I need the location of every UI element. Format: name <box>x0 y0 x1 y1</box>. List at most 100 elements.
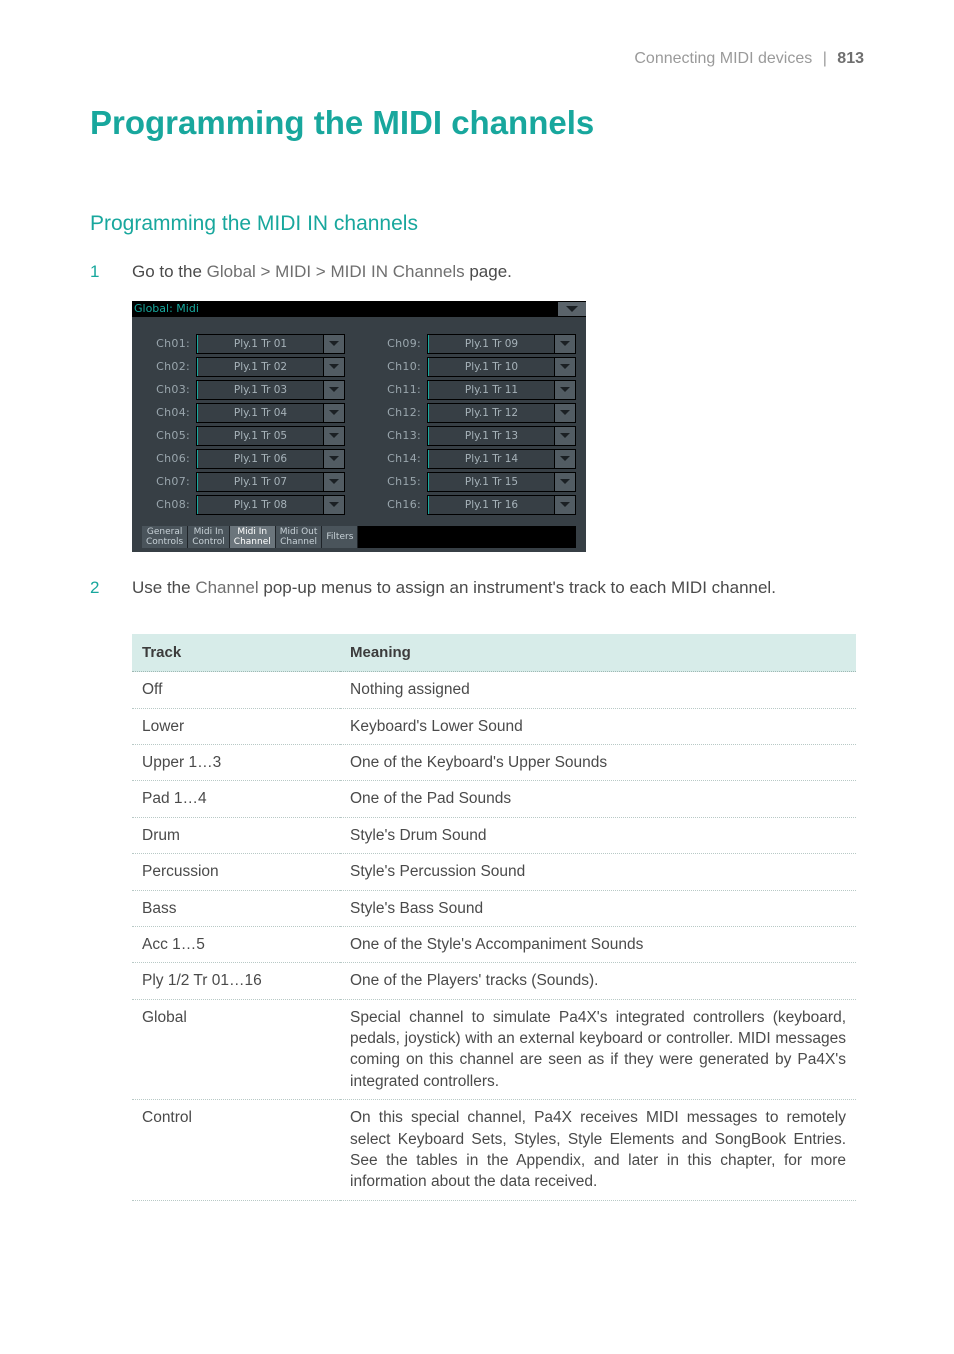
table-cell-track: Acc 1…5 <box>132 926 340 962</box>
chevron-down-icon <box>329 479 339 484</box>
channel-dropdown[interactable]: Ply.1 Tr 15 <box>427 472 576 492</box>
channel-label: Ch12: <box>373 406 427 419</box>
channel-label: Ch11: <box>373 383 427 396</box>
device-tabs-spacer <box>358 526 576 548</box>
table-row: Acc 1…5One of the Style's Accompaniment … <box>132 926 856 962</box>
channel-row: Ch10:Ply.1 Tr 10 <box>373 358 576 376</box>
running-head-section: Connecting MIDI devices <box>634 50 812 67</box>
channel-dropdown-button[interactable] <box>323 427 344 445</box>
device-title: Global: Midi <box>134 302 199 315</box>
channel-row: Ch15:Ply.1 Tr 15 <box>373 473 576 491</box>
channel-dropdown-button[interactable] <box>554 335 575 353</box>
table-row: LowerKeyboard's Lower Sound <box>132 708 856 744</box>
table-cell-meaning: One of the Players' tracks (Sounds). <box>340 963 856 999</box>
table-head-track: Track <box>132 634 340 672</box>
channel-row: Ch09:Ply.1 Tr 09 <box>373 335 576 353</box>
channel-dropdown-button[interactable] <box>554 381 575 399</box>
table-row: PercussionStyle's Percussion Sound <box>132 854 856 890</box>
channel-dropdown[interactable]: Ply.1 Tr 12 <box>427 403 576 423</box>
channel-dropdown[interactable]: Ply.1 Tr 14 <box>427 449 576 469</box>
channel-value: Ply.1 Tr 05 <box>198 427 323 445</box>
table-cell-meaning: Keyboard's Lower Sound <box>340 708 856 744</box>
device-tab[interactable]: Filters <box>322 526 358 548</box>
channel-dropdown-button[interactable] <box>554 473 575 491</box>
channel-value: Ply.1 Tr 01 <box>198 335 323 353</box>
step-1-post: page. <box>465 262 512 281</box>
table-cell-meaning: On this special channel, Pa4X receives M… <box>340 1100 856 1201</box>
table-cell-track: Global <box>132 999 340 1100</box>
device-tab[interactable]: Midi Out Channel <box>276 526 323 548</box>
channel-value: Ply.1 Tr 14 <box>429 450 554 468</box>
channel-dropdown[interactable]: Ply.1 Tr 11 <box>427 380 576 400</box>
channel-dropdown[interactable]: Ply.1 Tr 13 <box>427 426 576 446</box>
channel-dropdown-button[interactable] <box>554 427 575 445</box>
channel-label: Ch02: <box>142 360 196 373</box>
channel-dropdown-button[interactable] <box>323 473 344 491</box>
chevron-down-icon <box>560 341 570 346</box>
channel-dropdown-button[interactable] <box>323 335 344 353</box>
channel-dropdown[interactable]: Ply.1 Tr 05 <box>196 426 345 446</box>
channel-dropdown-button[interactable] <box>323 358 344 376</box>
channel-dropdown[interactable]: Ply.1 Tr 08 <box>196 495 345 515</box>
channel-label: Ch10: <box>373 360 427 373</box>
channel-label: Ch14: <box>373 452 427 465</box>
chevron-down-icon <box>329 410 339 415</box>
chevron-down-icon <box>560 387 570 392</box>
page-title: Programming the MIDI channels <box>90 104 864 142</box>
channel-dropdown-button[interactable] <box>554 404 575 422</box>
channel-dropdown[interactable]: Ply.1 Tr 06 <box>196 449 345 469</box>
channel-dropdown[interactable]: Ply.1 Tr 03 <box>196 380 345 400</box>
chevron-down-icon <box>560 479 570 484</box>
channel-value: Ply.1 Tr 13 <box>429 427 554 445</box>
channel-dropdown[interactable]: Ply.1 Tr 16 <box>427 495 576 515</box>
table-head-row: Track Meaning <box>132 634 856 672</box>
channel-row: Ch14:Ply.1 Tr 14 <box>373 450 576 468</box>
device-tab[interactable]: Midi In Control <box>188 526 230 548</box>
table-cell-track: Bass <box>132 890 340 926</box>
table-cell-track: Ply 1/2 Tr 01…16 <box>132 963 340 999</box>
channel-label: Ch04: <box>142 406 196 419</box>
step-2-emph: Channel <box>195 578 258 597</box>
running-head-divider: | <box>823 50 827 67</box>
table-cell-meaning: Nothing assigned <box>340 672 856 708</box>
chevron-down-icon <box>329 433 339 438</box>
channel-dropdown[interactable]: Ply.1 Tr 02 <box>196 357 345 377</box>
step-2-text: Use the Channel pop-up menus to assign a… <box>132 576 864 601</box>
channel-dropdown-button[interactable] <box>323 381 344 399</box>
channel-dropdown[interactable]: Ply.1 Tr 04 <box>196 403 345 423</box>
chevron-down-icon <box>560 364 570 369</box>
channel-label: Ch07: <box>142 475 196 488</box>
channel-dropdown[interactable]: Ply.1 Tr 10 <box>427 357 576 377</box>
channel-label: Ch16: <box>373 498 427 511</box>
device-menu-button[interactable] <box>558 302 586 316</box>
channel-row: Ch01:Ply.1 Tr 01 <box>142 335 345 353</box>
channel-value: Ply.1 Tr 08 <box>198 496 323 514</box>
channel-dropdown-button[interactable] <box>323 404 344 422</box>
chevron-down-icon <box>560 433 570 438</box>
chevron-down-icon <box>560 502 570 507</box>
table-row: BassStyle's Bass Sound <box>132 890 856 926</box>
channel-dropdown-button[interactable] <box>554 496 575 514</box>
channel-dropdown[interactable]: Ply.1 Tr 01 <box>196 334 345 354</box>
channel-row: Ch08:Ply.1 Tr 08 <box>142 496 345 514</box>
table-cell-meaning: Style's Bass Sound <box>340 890 856 926</box>
track-meaning-table: Track Meaning OffNothing assignedLowerKe… <box>132 634 856 1200</box>
device-tab[interactable]: General Controls <box>142 526 188 548</box>
channel-column-left: Ch01:Ply.1 Tr 01Ch02:Ply.1 Tr 02Ch03:Ply… <box>142 335 345 514</box>
channel-value: Ply.1 Tr 04 <box>198 404 323 422</box>
table-row: Pad 1…4One of the Pad Sounds <box>132 781 856 817</box>
channel-row: Ch02:Ply.1 Tr 02 <box>142 358 345 376</box>
channel-dropdown-button[interactable] <box>554 450 575 468</box>
device-tab[interactable]: Midi In Channel <box>230 526 276 548</box>
channel-dropdown[interactable]: Ply.1 Tr 09 <box>427 334 576 354</box>
channel-dropdown[interactable]: Ply.1 Tr 07 <box>196 472 345 492</box>
step-1-emph: Global > MIDI > MIDI IN Channels <box>207 262 465 281</box>
table-cell-track: Control <box>132 1100 340 1201</box>
table-cell-track: Lower <box>132 708 340 744</box>
channel-dropdown-button[interactable] <box>323 496 344 514</box>
channel-dropdown-button[interactable] <box>323 450 344 468</box>
channel-dropdown-button[interactable] <box>554 358 575 376</box>
chevron-down-icon <box>560 410 570 415</box>
table-row: ControlOn this special channel, Pa4X rec… <box>132 1100 856 1201</box>
channel-value: Ply.1 Tr 16 <box>429 496 554 514</box>
